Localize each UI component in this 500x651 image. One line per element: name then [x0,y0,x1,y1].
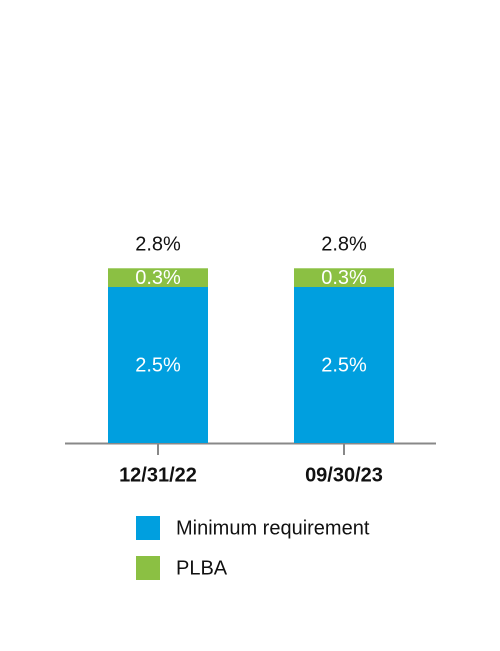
legend-label: Minimum requirement [176,517,370,539]
segment-label: 0.3% [135,267,181,289]
total-label: 2.8% [135,234,181,256]
segment-label: 0.3% [321,267,367,289]
bar-segment [294,287,394,443]
bar-segment [108,268,208,287]
legend-label: PLBA [176,557,228,579]
segment-label: 2.5% [321,354,367,376]
bar-segment [294,268,394,287]
total-label: 2.8% [321,234,367,256]
legend-swatch [136,556,160,580]
x-tick-label: 09/30/23 [305,464,383,486]
segment-label: 2.5% [135,354,181,376]
bar-segment [108,287,208,443]
x-tick-label: 12/31/22 [119,464,197,486]
legend-swatch [136,516,160,540]
